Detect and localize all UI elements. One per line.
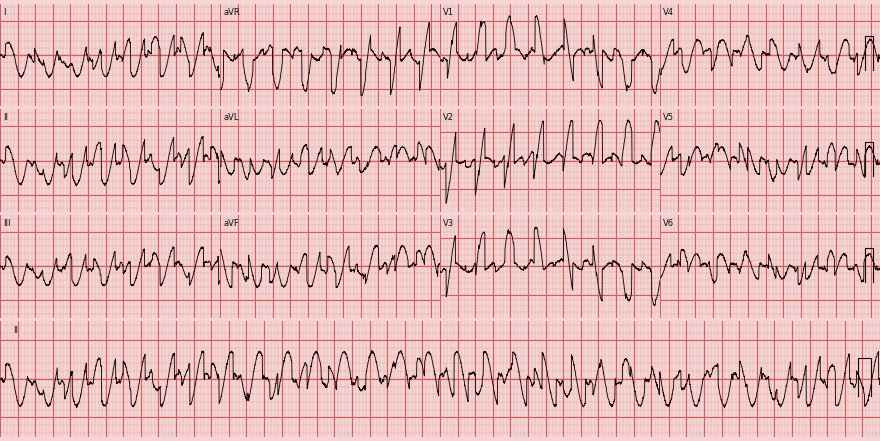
Text: aVF: aVF xyxy=(224,219,239,228)
Text: V1: V1 xyxy=(444,7,454,17)
Text: V5: V5 xyxy=(664,113,674,123)
Text: V6: V6 xyxy=(664,219,674,228)
Text: III: III xyxy=(4,219,11,228)
Text: aVR: aVR xyxy=(224,7,240,17)
Text: V3: V3 xyxy=(444,219,454,228)
Text: II: II xyxy=(13,325,18,335)
Text: I: I xyxy=(4,7,6,17)
Text: V4: V4 xyxy=(664,7,674,17)
Text: V2: V2 xyxy=(444,113,454,123)
Text: II: II xyxy=(4,113,8,123)
Text: aVL: aVL xyxy=(224,113,238,123)
